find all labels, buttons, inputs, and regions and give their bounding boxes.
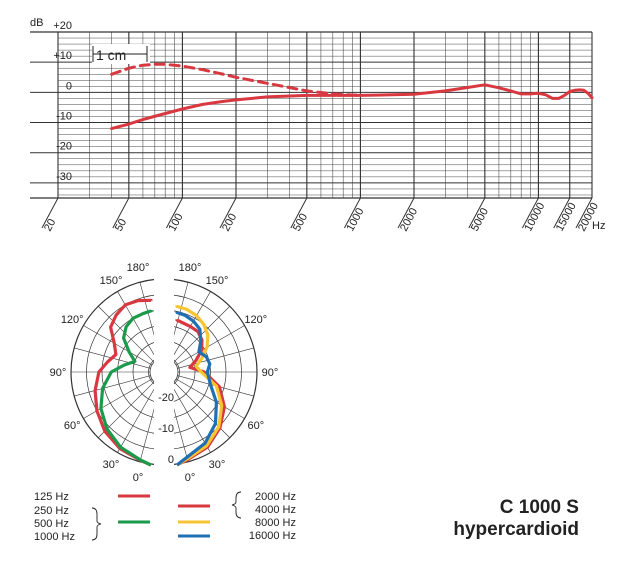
x-axis-unit-label: Hz bbox=[592, 220, 605, 232]
polar-curve-right bbox=[175, 304, 224, 467]
polar-angle-label: 0° bbox=[133, 472, 144, 484]
x-tick-slash bbox=[468, 197, 486, 229]
y-tick-label: 0 bbox=[66, 80, 72, 92]
polar-angle-label: 30° bbox=[103, 459, 120, 471]
x-tick-slash bbox=[521, 197, 539, 229]
frequency-curves bbox=[110, 62, 594, 131]
legend-label: 4000 Hz bbox=[255, 504, 296, 516]
polar-spoke bbox=[98, 306, 159, 367]
model-name: C 1000 S bbox=[499, 497, 579, 518]
legend-label: 16000 Hz bbox=[249, 530, 296, 542]
legend-label: 8000 Hz bbox=[255, 517, 296, 529]
x-tick-slash bbox=[397, 197, 415, 229]
product-label: C 1000 S hypercardioid bbox=[453, 497, 579, 541]
polar-radius-label: 0 bbox=[168, 454, 174, 466]
polar-angle-label: 150° bbox=[206, 275, 229, 287]
polar-spoke bbox=[167, 378, 211, 453]
polar-angle-label: 180° bbox=[179, 262, 202, 274]
polar-spoke bbox=[83, 325, 158, 369]
polar-angle-label: 60° bbox=[247, 420, 264, 432]
x-tick-slash bbox=[219, 197, 237, 229]
x-tick-label: 10000 bbox=[522, 201, 547, 234]
x-tick-label: 5000 bbox=[469, 206, 491, 233]
polar-radius-label: -20 bbox=[158, 392, 174, 404]
legend-brace-right bbox=[231, 491, 242, 519]
x-tick-label: 200 bbox=[220, 212, 239, 234]
x-tick-slash bbox=[112, 197, 130, 229]
polar-curve-left bbox=[99, 309, 153, 467]
y-tick-label: -20 bbox=[56, 141, 72, 153]
polar-angle-labels: 0° 0° 30° 30° 60° 60° 90° 90° 120° 120° 150° 150° 18… bbox=[50, 262, 279, 484]
legend-label: 250 Hz bbox=[34, 505, 69, 517]
x-tick-label: 15000 bbox=[554, 201, 579, 234]
legend-label: 2000 Hz bbox=[255, 491, 296, 503]
x-tick-label: 2000 bbox=[398, 206, 420, 233]
x-tick-label: 50 bbox=[113, 217, 129, 233]
x-tick-slash bbox=[553, 197, 571, 229]
x-tick-slash bbox=[290, 197, 308, 229]
polar-spoke bbox=[74, 373, 157, 397]
y-axis-unit-label: dB bbox=[30, 17, 43, 29]
x-tick-slash bbox=[343, 197, 361, 229]
y-tick-label: +20 bbox=[53, 20, 72, 32]
polar-spoke bbox=[167, 291, 211, 366]
polar-radius-label: -10 bbox=[158, 423, 174, 435]
polar-grid bbox=[70, 249, 258, 475]
polar-angle-label: 60° bbox=[64, 420, 81, 432]
polar-angle-label: 120° bbox=[244, 314, 267, 326]
x-tick-label: 100 bbox=[166, 212, 185, 234]
x-tick-label: 500 bbox=[291, 212, 310, 234]
polar-angle-label: 30° bbox=[209, 459, 226, 471]
legend-label: 1000 Hz bbox=[34, 531, 75, 543]
polar-angle-label: 0° bbox=[185, 472, 196, 484]
y-tick-label: +10 bbox=[53, 50, 72, 62]
legend-label: 125 Hz bbox=[34, 491, 69, 503]
legend-label: 500 Hz bbox=[34, 518, 69, 530]
y-tick-label: -10 bbox=[56, 111, 72, 123]
polar-curves bbox=[93, 298, 226, 467]
frequency-response-curve bbox=[110, 83, 594, 131]
polar-spoke bbox=[171, 373, 254, 397]
polar-angle-label: 150° bbox=[100, 275, 123, 287]
x-tick-slash bbox=[41, 197, 59, 229]
polar-spoke bbox=[170, 375, 245, 419]
x-tick-slash bbox=[575, 197, 593, 229]
polar-center-gap bbox=[154, 249, 174, 475]
polar-angle-label: 90° bbox=[262, 367, 279, 379]
y-tick-label: -30 bbox=[56, 171, 72, 183]
polar-spoke bbox=[171, 347, 254, 371]
polar-angle-label: 120° bbox=[61, 314, 84, 326]
pattern-name: hypercardioid bbox=[453, 519, 579, 540]
near-field-response-curve bbox=[110, 62, 362, 97]
polar-pattern-chart: 0° 0° 30° 30° 60° 60° 90° 90° 120° 120° 150° 150° 18… bbox=[50, 249, 279, 484]
polar-angle-label: 90° bbox=[50, 367, 67, 379]
polar-radius-labels: 0 -10 -20 bbox=[158, 392, 174, 466]
legend-brace-left bbox=[91, 507, 102, 541]
polar-angle-label: 180° bbox=[127, 262, 150, 274]
polar-curve-right bbox=[175, 310, 218, 467]
scale-annotation: 1 cm bbox=[92, 44, 150, 64]
x-tick-label: 20 bbox=[42, 217, 58, 233]
x-tick-slash bbox=[165, 197, 183, 229]
polar-spoke bbox=[74, 347, 157, 371]
y-tick-labels: +20 +10 0 -10 -20 -30 bbox=[53, 20, 72, 183]
frequency-response-chart: dB +20 +10 0 -10 -20 -30 20 50 100 200 500 1000 200… bbox=[30, 17, 605, 233]
polar-curve-left bbox=[93, 298, 153, 467]
x-tick-label: 1000 bbox=[344, 206, 366, 233]
scale-annotation-label: 1 cm bbox=[96, 47, 126, 63]
polar-spoke bbox=[117, 378, 161, 453]
